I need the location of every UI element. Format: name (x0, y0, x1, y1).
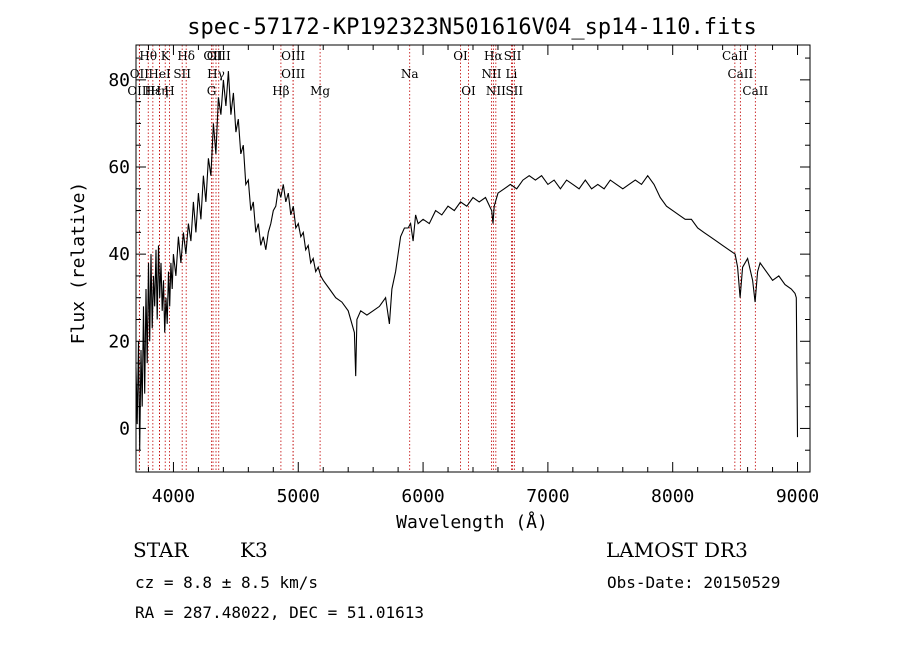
y-tick-label-2: 40 (108, 244, 130, 265)
line-label-17: Mg (310, 84, 330, 98)
line-markers (138, 45, 756, 472)
line-label-2: HeI (148, 67, 171, 81)
line-label-28: CaII (727, 67, 753, 81)
y-tick-label-3: 60 (108, 157, 130, 178)
object-subclass: K3 (240, 538, 268, 562)
line-label-13: OIII (207, 49, 231, 63)
line-label-11: Hγ (207, 67, 225, 81)
observation-date: Obs-Date: 20150529 (607, 573, 781, 592)
chart-title: spec-57172-KP192323N501616V04_sp14-110.f… (187, 15, 757, 40)
line-label-6: K (161, 49, 171, 63)
line-label-27: CaII (722, 49, 748, 63)
y-tick-label-1: 20 (108, 331, 130, 352)
spectrum-series-line (135, 71, 799, 451)
line-label-23: NII (486, 84, 506, 98)
line-label-24: SII (504, 49, 522, 63)
line-label-16: Hβ (272, 84, 289, 98)
line-label-0: Hθ (139, 49, 157, 63)
line-label-12: G (207, 84, 217, 98)
x-tick-label-0: 4000 (152, 486, 195, 507)
x-tick-label-2: 6000 (401, 486, 444, 507)
line-label-3: OIII (127, 84, 151, 98)
line-label-5: Hη (151, 84, 169, 98)
x-tick-label-4: 8000 (651, 486, 694, 507)
line-label-10: OII (203, 49, 223, 63)
line-label-14: OIII (281, 49, 305, 63)
line-label-19: OI (453, 49, 468, 63)
survey-name: LAMOST DR3 (606, 538, 748, 562)
line-label-22: NII (481, 67, 501, 81)
axis-ticks (136, 45, 810, 472)
object-class: STAR (133, 538, 189, 562)
tick-labels: 4000 5000 6000 7000 8000 9000 0 20 40 60 80 (108, 70, 819, 507)
line-label-21: Hα (484, 49, 503, 63)
line-label-1: OII (130, 67, 150, 81)
line-label-20: OI (461, 84, 476, 98)
x-tick-label-3: 7000 (526, 486, 569, 507)
y-tick-label-4: 80 (108, 70, 130, 91)
line-label-15: OIII (281, 67, 305, 81)
x-axis-label: Wavelength (Å) (396, 511, 548, 533)
line-label-4: Hε (145, 84, 162, 98)
line-label-29: CaII (742, 84, 768, 98)
coordinates: RA = 287.48022, DEC = 51.01613 (135, 603, 424, 622)
x-tick-label-5: 9000 (776, 486, 819, 507)
y-tick-label-0: 0 (119, 418, 130, 439)
line-label-9: SII (173, 67, 191, 81)
line-label-8: Hδ (177, 49, 195, 63)
plot-frame (135, 44, 811, 473)
y-axis-label: Flux (relative) (68, 182, 89, 345)
line-label-18: Na (401, 67, 419, 81)
line-label-25: Li (506, 67, 518, 81)
x-tick-label-1: 5000 (277, 486, 320, 507)
line-label-7: H (164, 84, 174, 98)
redshift-value: cz = 8.8 ± 8.5 km/s (135, 573, 319, 592)
line-label-26: SII (505, 84, 523, 98)
